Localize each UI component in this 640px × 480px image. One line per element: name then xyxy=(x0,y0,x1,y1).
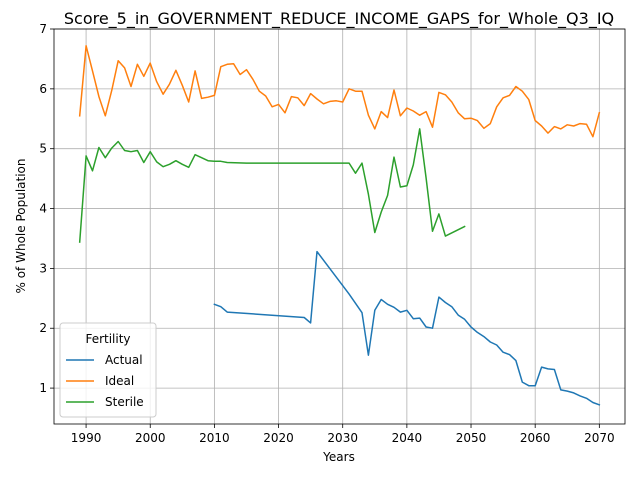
x-tick-label: 2030 xyxy=(327,431,358,445)
legend-items: Actual Ideal Sterile xyxy=(66,353,144,409)
legend-box xyxy=(59,322,157,418)
legend-label-actual: Actual xyxy=(105,353,143,367)
legend-label-ideal: Ideal xyxy=(105,374,134,388)
legend-title: Fertility xyxy=(85,332,130,346)
x-tick-label: 2040 xyxy=(392,431,423,445)
series-line-ideal xyxy=(78,45,601,138)
legend-label-sterile: Sterile xyxy=(105,395,144,409)
x-tick-label: 2070 xyxy=(584,431,615,445)
y-axis: 1 2 3 4 5 6 7 xyxy=(39,22,54,395)
x-tick-label: 2010 xyxy=(199,431,230,445)
y-axis-label: % of Whole Population xyxy=(14,159,28,294)
x-axis: 1990 2000 2010 2020 2030 2040 2050 2060 2070 xyxy=(71,424,615,445)
series-line-sterile xyxy=(78,128,466,243)
y-tick-label: 5 xyxy=(39,142,47,156)
series-layer xyxy=(78,45,601,406)
x-axis-label: Years xyxy=(322,450,355,464)
series-line-actual xyxy=(213,250,601,406)
y-tick-label: 3 xyxy=(39,261,47,275)
x-tick-label: 2050 xyxy=(456,431,487,445)
x-tick-label: 1990 xyxy=(71,431,102,445)
y-tick-label: 7 xyxy=(39,22,47,36)
plot-frame xyxy=(53,28,626,425)
x-tick-label: 2000 xyxy=(135,431,166,445)
legend: Fertility Actual Ideal Sterile xyxy=(59,322,157,418)
x-tick-label: 2060 xyxy=(520,431,551,445)
y-tick-label: 4 xyxy=(39,202,47,216)
y-tick-label: 6 xyxy=(39,82,47,96)
y-tick-label: 2 xyxy=(39,321,47,335)
chart-title: Score_5_in_GOVERNMENT_REDUCE_INCOME_GAPS… xyxy=(64,9,614,29)
y-tick-label: 1 xyxy=(39,381,47,395)
x-tick-label: 2020 xyxy=(263,431,294,445)
